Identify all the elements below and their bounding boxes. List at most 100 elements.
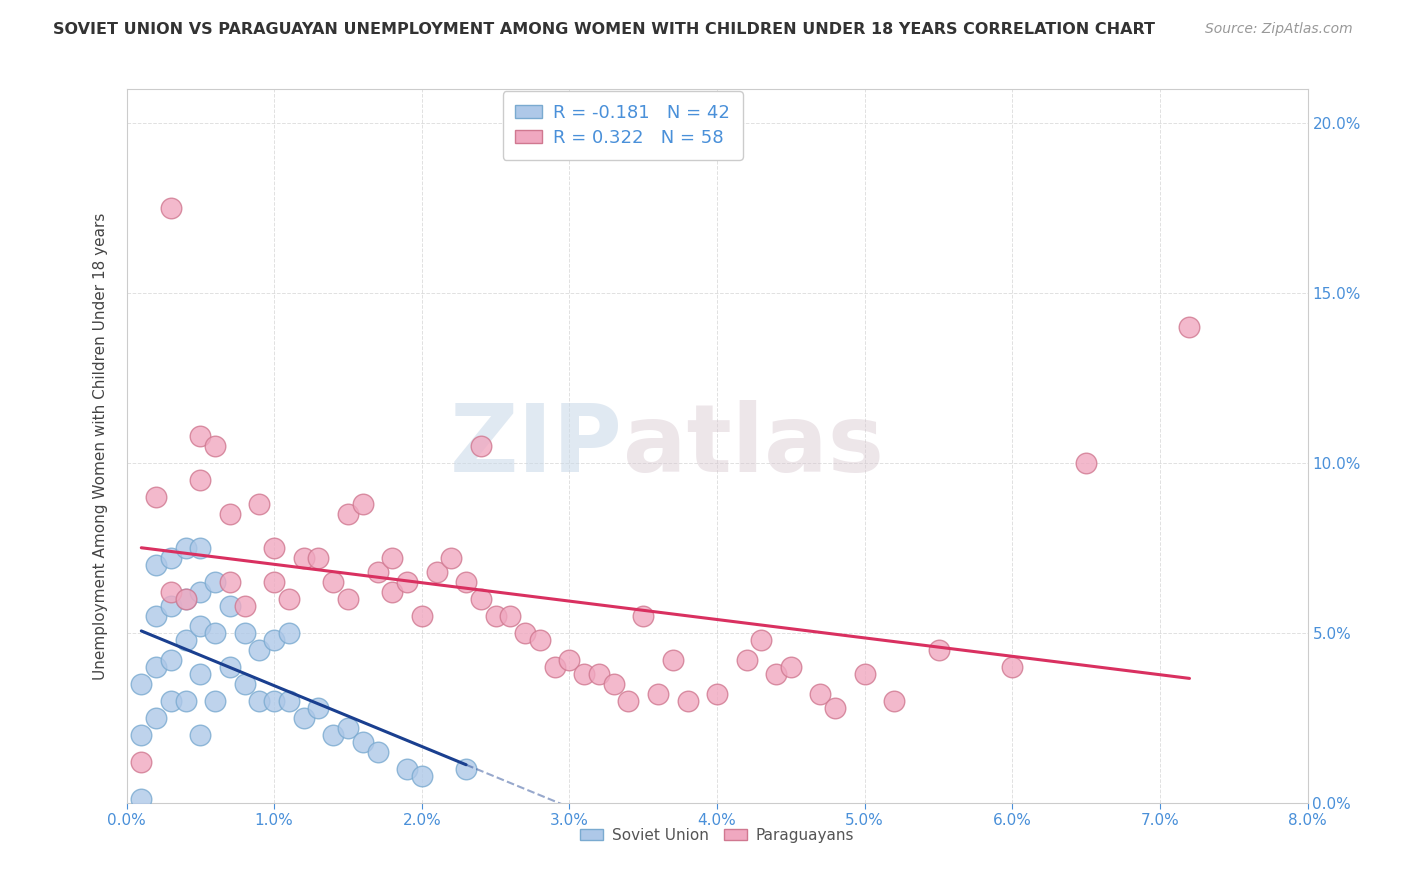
Point (1001, 660, 1024, 674)
Y-axis label: Unemployment Among Women with Children Under 18 years: Unemployment Among Women with Children U… (93, 212, 108, 680)
Point (456, 762, 478, 776)
Point (278, 591, 301, 606)
Point (706, 687, 728, 701)
Point (188, 666, 212, 681)
Text: atlas: atlas (623, 400, 883, 492)
Point (307, 551, 329, 566)
Point (174, 632, 197, 647)
Point (411, 769, 433, 783)
Point (352, 734, 374, 748)
Point (337, 591, 360, 606)
Point (278, 694, 301, 708)
Point (160, 599, 183, 613)
Point (292, 711, 315, 725)
Point (204, 694, 226, 708)
Point (129, 677, 153, 691)
Point (751, 632, 773, 647)
Point (367, 565, 389, 579)
Point (219, 660, 242, 674)
Point (160, 694, 183, 708)
Point (367, 745, 389, 759)
Point (160, 653, 183, 667)
Point (263, 694, 285, 708)
Point (129, 792, 153, 806)
Point (499, 608, 522, 623)
Point (1178, 320, 1201, 334)
Point (233, 626, 256, 640)
Point (204, 626, 226, 640)
Point (278, 626, 301, 640)
Point (883, 694, 905, 708)
Point (188, 429, 212, 443)
Point (188, 541, 212, 555)
Point (824, 700, 846, 714)
Point (574, 666, 596, 681)
Point (337, 507, 360, 521)
Point (352, 497, 374, 511)
Point (307, 700, 329, 714)
Point (160, 551, 183, 566)
Point (145, 558, 167, 572)
Point (1076, 456, 1098, 470)
Point (440, 551, 463, 566)
Point (129, 755, 153, 769)
Point (233, 677, 256, 691)
Point (381, 551, 404, 566)
Point (129, 728, 153, 742)
Text: ZIP: ZIP (450, 400, 623, 492)
Point (188, 585, 212, 599)
Legend: Soviet Union, Paraguayans: Soviet Union, Paraguayans (574, 822, 860, 848)
Point (233, 599, 256, 613)
Point (249, 643, 271, 657)
Point (188, 619, 212, 633)
Point (411, 608, 433, 623)
Point (853, 666, 876, 681)
Point (174, 591, 197, 606)
Point (174, 694, 197, 708)
Point (396, 574, 419, 589)
Point (779, 660, 801, 674)
Point (735, 653, 758, 667)
Point (263, 541, 285, 555)
Point (633, 608, 655, 623)
Point (543, 660, 565, 674)
Point (145, 660, 167, 674)
Point (174, 591, 197, 606)
Point (456, 574, 478, 589)
Point (219, 507, 242, 521)
Point (249, 694, 271, 708)
Point (603, 677, 626, 691)
Point (661, 653, 683, 667)
Point (174, 541, 197, 555)
Point (765, 666, 787, 681)
Point (588, 666, 610, 681)
Point (470, 591, 492, 606)
Point (381, 585, 404, 599)
Point (160, 201, 183, 215)
Point (426, 565, 449, 579)
Point (219, 599, 242, 613)
Point (928, 643, 950, 657)
Point (292, 551, 315, 566)
Text: Source: ZipAtlas.com: Source: ZipAtlas.com (1205, 22, 1353, 37)
Point (263, 574, 285, 589)
Point (145, 608, 167, 623)
Point (322, 574, 344, 589)
Point (484, 608, 508, 623)
Point (160, 585, 183, 599)
Point (810, 687, 832, 701)
Point (204, 439, 226, 453)
Point (145, 711, 167, 725)
Point (529, 632, 551, 647)
Point (617, 694, 640, 708)
Point (219, 574, 242, 589)
Point (396, 762, 419, 776)
Point (647, 687, 669, 701)
Text: SOVIET UNION VS PARAGUAYAN UNEMPLOYMENT AMONG WOMEN WITH CHILDREN UNDER 18 YEARS: SOVIET UNION VS PARAGUAYAN UNEMPLOYMENT … (53, 22, 1156, 37)
Point (204, 574, 226, 589)
Point (337, 721, 360, 735)
Point (249, 497, 271, 511)
Point (322, 728, 344, 742)
Point (515, 626, 537, 640)
Point (188, 473, 212, 487)
